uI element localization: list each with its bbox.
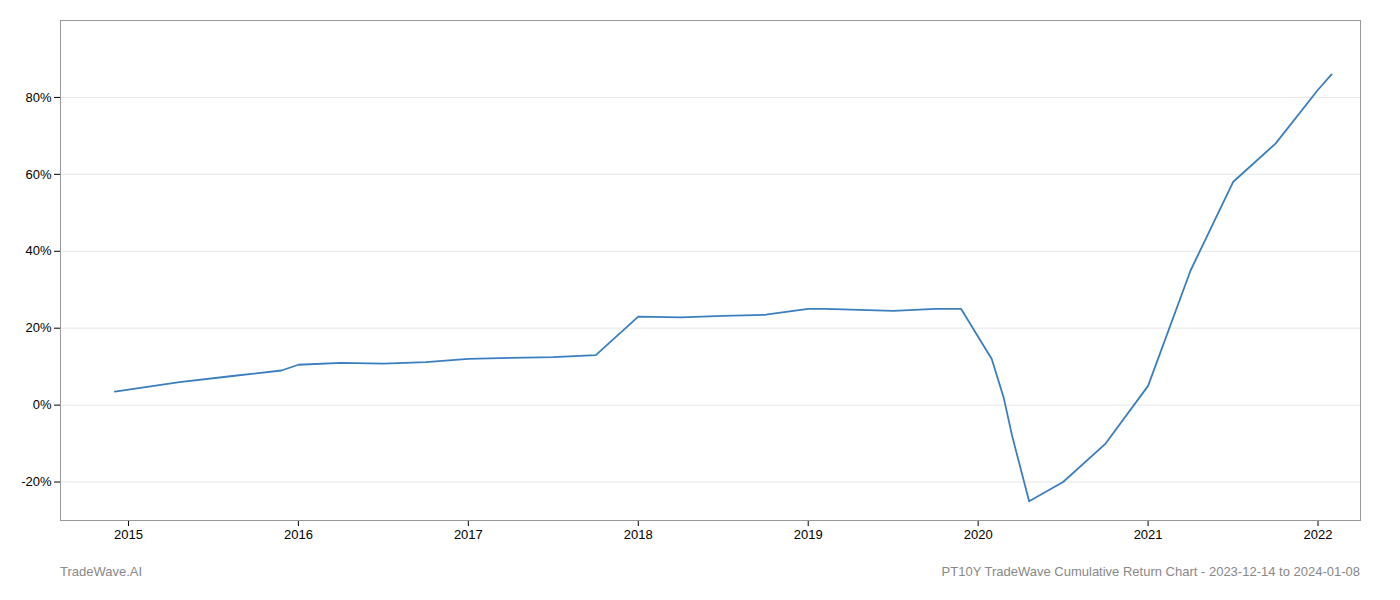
svg-text:60%: 60% (25, 167, 51, 182)
svg-text:2017: 2017 (454, 527, 483, 542)
svg-text:0%: 0% (33, 397, 52, 412)
html-text:TradeWave.AI: TradeWave.AI (60, 564, 143, 579)
svg-text:2019: 2019 (794, 527, 823, 542)
svg-text:20%: 20% (25, 320, 51, 335)
svg-text:2021: 2021 (1134, 527, 1163, 542)
svg-text:-20%: -20% (21, 474, 52, 489)
svg-text:2022: 2022 (1304, 527, 1333, 542)
svg-text:2015: 2015 (114, 527, 143, 542)
svg-text:2018: 2018 (624, 527, 653, 542)
svg-text:2020: 2020 (964, 527, 993, 542)
html-text:PT10Y TradeWave Cumulative Ret: PT10Y TradeWave Cumulative Return Chart … (941, 564, 1360, 579)
svg-text:2016: 2016 (284, 527, 313, 542)
svg-text:80%: 80% (25, 90, 51, 105)
svg-text:40%: 40% (25, 243, 51, 258)
